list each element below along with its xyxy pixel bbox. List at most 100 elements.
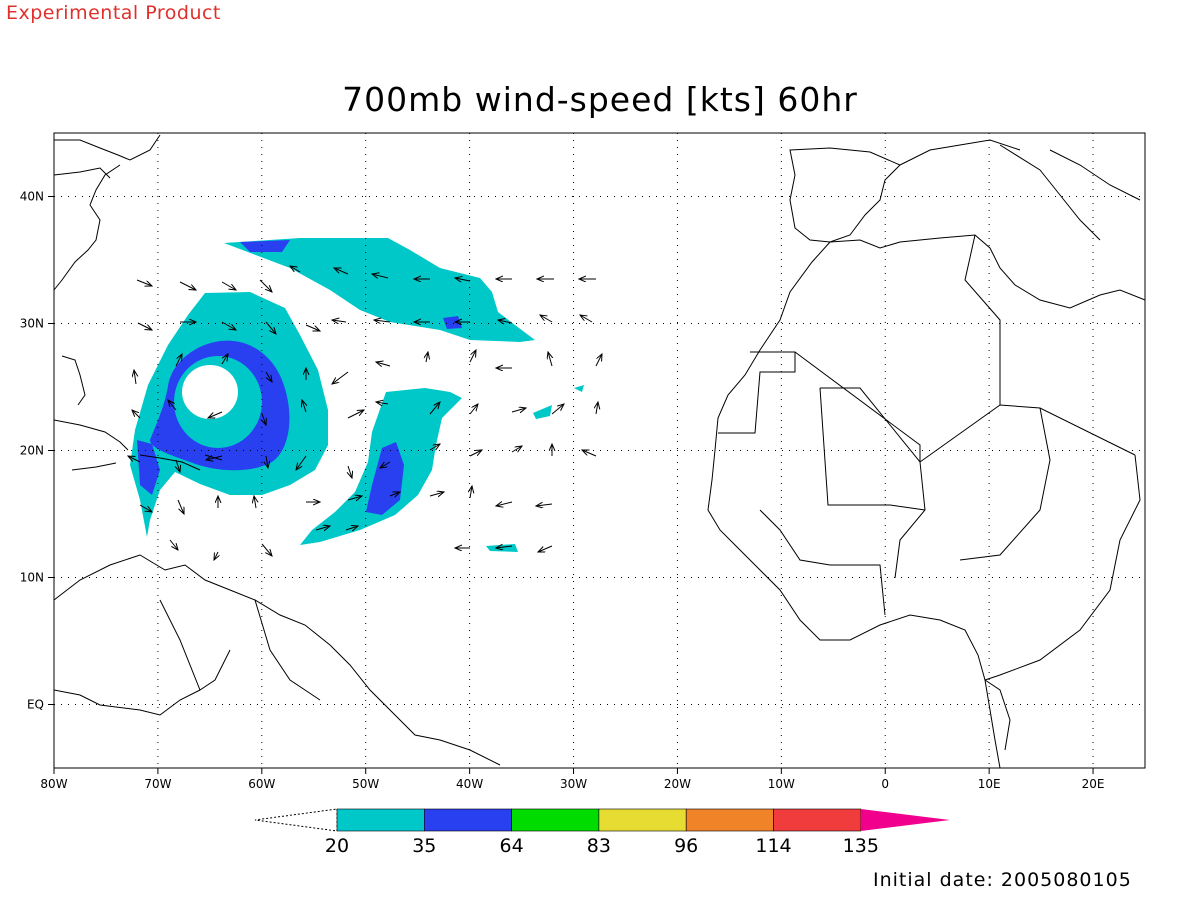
wind-arrow xyxy=(137,322,152,330)
wind-arrow xyxy=(332,371,349,384)
wind-arrow xyxy=(347,496,362,500)
wind-arrow xyxy=(345,526,358,530)
wind-arrow xyxy=(266,455,268,468)
colorbar-segment xyxy=(423,808,512,832)
lon-tick-label: 20E xyxy=(1082,777,1105,791)
graticule xyxy=(54,133,1145,768)
wind-arrow xyxy=(347,410,364,419)
lat-tick-label: EQ xyxy=(27,698,44,712)
wind-arrow xyxy=(426,352,428,363)
wind-arrow xyxy=(128,456,141,463)
wind-arrow xyxy=(470,486,472,499)
map-area xyxy=(54,133,1145,768)
lon-tick-label: 50W xyxy=(352,777,379,791)
lon-tick-label: 60W xyxy=(248,777,275,791)
wind-arrow xyxy=(265,321,276,334)
wind-arrow xyxy=(548,352,552,367)
lat-tick-label: 30N xyxy=(20,317,44,331)
colorbar-label: 64 xyxy=(500,835,524,857)
wind-arrow xyxy=(469,404,478,415)
wind-arrow xyxy=(540,315,553,323)
colorbar-label: 96 xyxy=(674,835,698,857)
wind-arrow xyxy=(296,455,307,470)
colorbar-label: 35 xyxy=(412,835,436,857)
wind-arrow xyxy=(536,504,553,506)
colorbar-label: 114 xyxy=(755,835,791,857)
wind-arrow xyxy=(582,450,597,457)
wind-arrow xyxy=(498,320,513,323)
wind-arrow xyxy=(254,496,256,509)
latitude-ticks: 40N 30N 20N 10N EQ xyxy=(20,190,54,712)
colorbar: 20 35 64 83 96 114 135 xyxy=(254,808,950,857)
wind-arrow xyxy=(596,402,598,415)
wind-arrow xyxy=(455,278,471,281)
colorbar-segment xyxy=(685,808,774,832)
wind-arrow xyxy=(169,539,178,550)
wind-arrow xyxy=(315,526,330,530)
wind-arrow xyxy=(551,404,564,415)
wind-arrow xyxy=(348,465,352,478)
wind-arrow xyxy=(372,274,389,278)
wind-arrow xyxy=(389,492,400,496)
wind-vectors xyxy=(128,266,602,560)
lat-tick-label: 10N xyxy=(20,571,44,585)
wind-arrow xyxy=(206,456,223,460)
wind-arrow xyxy=(132,410,141,419)
lon-tick-label: 10W xyxy=(768,777,795,791)
wind-arrow xyxy=(168,400,177,411)
colorbar-label: 20 xyxy=(325,835,349,857)
wind-arrow xyxy=(221,281,236,290)
wind-arrow xyxy=(139,504,152,512)
wind-arrow xyxy=(496,546,513,548)
colorbar-label: 135 xyxy=(843,835,879,857)
wind-arrow xyxy=(380,462,391,468)
colorbar-segment xyxy=(511,808,600,832)
wind-arrow xyxy=(469,450,482,457)
lon-tick-label: 70W xyxy=(144,777,171,791)
colorbar-segment xyxy=(773,808,862,832)
wind-arrow xyxy=(429,444,440,450)
wind-arrow xyxy=(179,281,196,290)
lat-tick-label: 40N xyxy=(20,190,44,204)
wind-arrow xyxy=(332,320,347,322)
experimental-product-label: Experimental Product xyxy=(6,2,221,24)
wind-arrow xyxy=(134,370,136,385)
lat-tick-label: 20N xyxy=(20,444,44,458)
wind-arrow xyxy=(221,321,236,330)
wind-arrow xyxy=(221,354,228,365)
wind-arrow xyxy=(302,400,306,413)
wind-arrow xyxy=(374,320,391,322)
coastlines xyxy=(54,134,1145,768)
colorbar-above-triangle xyxy=(860,809,950,831)
wind-arrow xyxy=(259,279,272,292)
wind-arrow xyxy=(376,362,391,366)
lon-tick-label: 30W xyxy=(560,777,587,791)
wind-arrow xyxy=(538,545,553,552)
wind-arrow xyxy=(214,551,218,560)
wind-arrow xyxy=(262,413,266,425)
wind-arrow xyxy=(511,408,526,412)
wind-arrow xyxy=(136,279,152,286)
colorbar-segment xyxy=(336,808,425,832)
lon-tick-label: 10E xyxy=(978,777,1001,791)
lon-tick-label: 20W xyxy=(664,777,691,791)
wind-arrow xyxy=(496,502,513,506)
colorbar-segment xyxy=(598,808,687,832)
wind-arrow xyxy=(261,543,272,556)
colorbar-below-triangle xyxy=(254,808,338,832)
wind-arrow xyxy=(376,402,389,404)
lon-tick-label: 0 xyxy=(881,777,889,791)
map-title: 700mb wind-speed [kts] 60hr xyxy=(342,80,858,119)
wind-arrow xyxy=(595,354,602,367)
colorbar-label: 83 xyxy=(587,835,611,857)
wind-arrow xyxy=(469,350,476,363)
wind-arrow xyxy=(208,411,223,418)
wind-arrow xyxy=(175,354,182,367)
wind-arrow xyxy=(334,268,349,275)
initial-date-label: Initial date: 2005080105 xyxy=(873,869,1132,891)
wind-arrow xyxy=(177,499,184,514)
wind-arrow xyxy=(429,492,444,496)
lon-tick-label: 80W xyxy=(40,777,67,791)
wind-arrow xyxy=(580,315,593,323)
